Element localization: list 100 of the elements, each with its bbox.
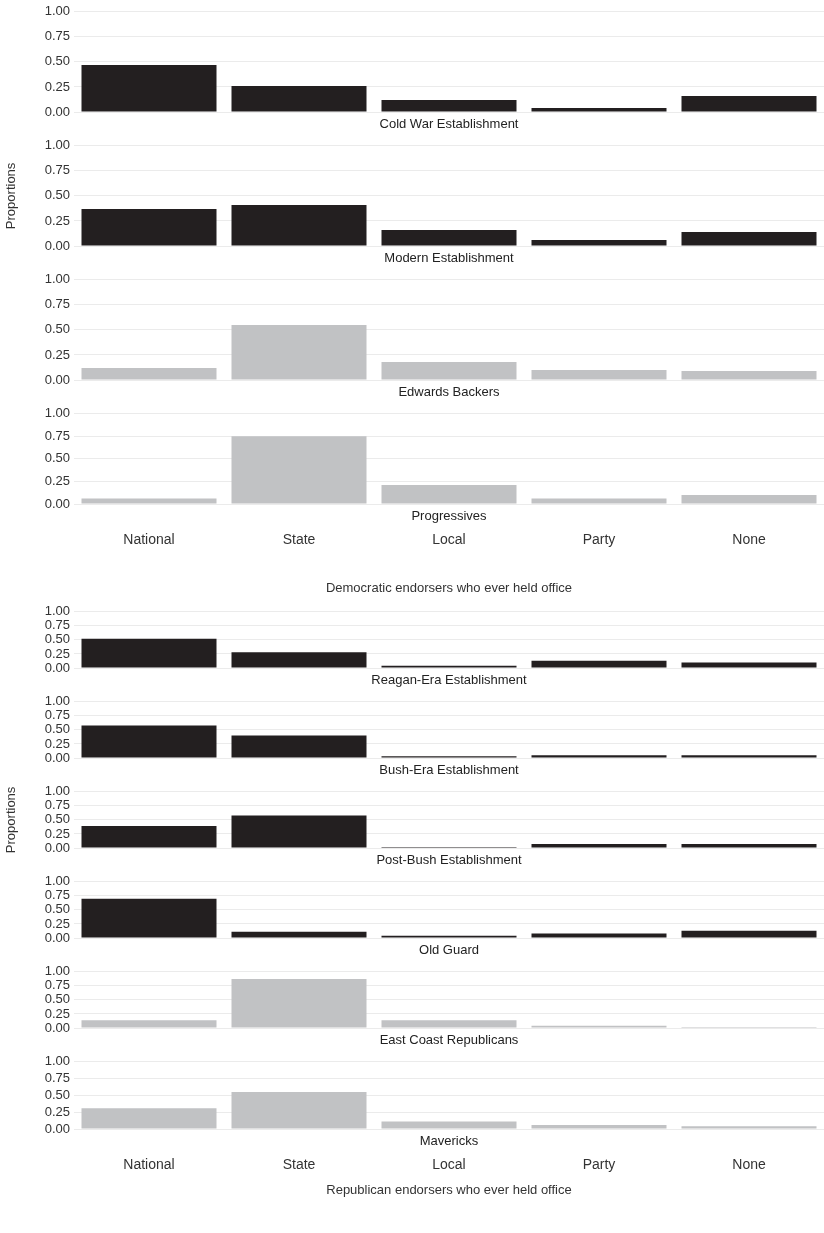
y-tick-label: 0.75 <box>44 977 70 993</box>
x-tick-label: Local <box>432 531 466 548</box>
y-tick-label: 0.25 <box>44 1005 70 1021</box>
bar <box>681 95 817 112</box>
bar <box>81 208 217 246</box>
bar <box>231 324 367 380</box>
x-tick-label: National <box>123 531 175 548</box>
bar <box>381 1020 517 1028</box>
bar <box>231 1092 367 1129</box>
bar <box>231 652 367 668</box>
y-tick-label: 0.50 <box>44 721 70 737</box>
y-tick-label: 0.25 <box>44 78 70 94</box>
bar <box>231 436 367 504</box>
y-tick-label: 0.00 <box>44 371 70 387</box>
y-tick-label: 0.25 <box>44 915 70 931</box>
text: Progressives <box>411 508 488 524</box>
bar <box>81 826 217 848</box>
y-tick-label: 0.75 <box>44 162 70 178</box>
y-tick-label: 1.00 <box>44 3 70 19</box>
y-tick-label: 0.00 <box>44 929 70 945</box>
y-tick-label: 1.00 <box>44 1053 70 1069</box>
bar <box>681 755 817 758</box>
x-tick-label: None <box>732 1156 766 1173</box>
y-tick-label: 1.00 <box>44 873 70 889</box>
bar <box>381 1121 517 1129</box>
bar <box>681 930 817 938</box>
y-tick-label: 0.50 <box>44 187 70 203</box>
bar <box>231 735 367 758</box>
bar <box>231 85 367 112</box>
bar <box>81 638 217 668</box>
bar <box>81 1108 217 1129</box>
y-tick-label: 0.25 <box>44 735 70 751</box>
y-tick-label: 0.00 <box>44 1019 70 1035</box>
y-tick-label: 0.75 <box>44 1070 70 1086</box>
y-tick-label: 0.25 <box>44 212 70 228</box>
y-tick-label: 1.00 <box>44 783 70 799</box>
bar <box>531 107 667 112</box>
y-tick-label: 0.50 <box>44 1086 70 1102</box>
y-tick-label: 0.25 <box>44 825 70 841</box>
text: Post-Bush Establishment <box>376 852 523 868</box>
bar <box>531 1124 667 1129</box>
bar <box>531 660 667 668</box>
bar <box>531 755 667 758</box>
y-tick-label: 0.00 <box>44 839 70 855</box>
bar <box>381 361 517 380</box>
bar <box>81 1020 217 1028</box>
bar <box>531 844 667 848</box>
y-axis-title: Proportions <box>3 162 19 230</box>
bar <box>681 662 817 668</box>
text: Mavericks <box>419 1133 479 1149</box>
bar <box>681 844 817 848</box>
bar <box>81 725 217 758</box>
y-tick-label: 0.75 <box>44 296 70 312</box>
y-tick-label: 0.50 <box>44 811 70 827</box>
y-tick-label: 0.50 <box>44 991 70 1007</box>
bar <box>231 979 367 1028</box>
x-axis-title: Democratic endorsers who ever held office <box>325 579 573 595</box>
bar <box>81 64 217 112</box>
y-tick-label: 0.50 <box>44 631 70 647</box>
bar <box>231 815 367 848</box>
bar <box>231 204 367 246</box>
text: Bush-Era Establishment <box>379 762 520 778</box>
bar <box>81 498 217 504</box>
y-axis-title: Proportions <box>3 786 19 854</box>
y-tick-label: 0.50 <box>44 450 70 466</box>
y-tick-label: 0.75 <box>44 28 70 44</box>
y-tick-label: 0.25 <box>44 473 70 489</box>
text: East Coast Republicans <box>379 1032 519 1048</box>
y-tick-label: 0.00 <box>44 237 70 253</box>
y-tick-label: 0.25 <box>44 1103 70 1119</box>
x-tick-label: National <box>123 1156 175 1173</box>
y-tick-label: 0.00 <box>44 495 70 511</box>
bar <box>81 367 217 380</box>
y-tick-label: 0.75 <box>44 797 70 813</box>
bar <box>531 239 667 246</box>
x-tick-label: None <box>732 531 766 548</box>
bar <box>381 485 517 504</box>
y-tick-label: 0.00 <box>44 1120 70 1136</box>
x-tick-label: Local <box>432 1156 466 1173</box>
y-tick-label: 0.25 <box>44 645 70 661</box>
y-tick-label: 0.75 <box>44 427 70 443</box>
text: Edwards Backers <box>398 384 501 400</box>
bar <box>681 370 817 380</box>
x-tick-label: State <box>282 531 316 548</box>
y-tick-label: 0.00 <box>44 103 70 119</box>
y-tick-label: 0.00 <box>44 749 70 765</box>
text: Cold War Establishment <box>379 116 519 132</box>
text: Modern Establishment <box>384 250 515 266</box>
bar <box>381 229 517 246</box>
y-tick-label: 0.75 <box>44 887 70 903</box>
y-tick-label: 0.50 <box>44 901 70 917</box>
y-tick-label: 0.25 <box>44 346 70 362</box>
y-tick-label: 1.00 <box>44 137 70 153</box>
y-tick-label: 1.00 <box>44 405 70 421</box>
y-tick-label: 1.00 <box>44 603 70 619</box>
bar <box>681 1126 817 1129</box>
bar <box>231 931 367 938</box>
x-axis-title: Republican endorsers who ever held office <box>326 1181 572 1197</box>
y-tick-label: 1.00 <box>44 693 70 709</box>
bar <box>531 369 667 380</box>
